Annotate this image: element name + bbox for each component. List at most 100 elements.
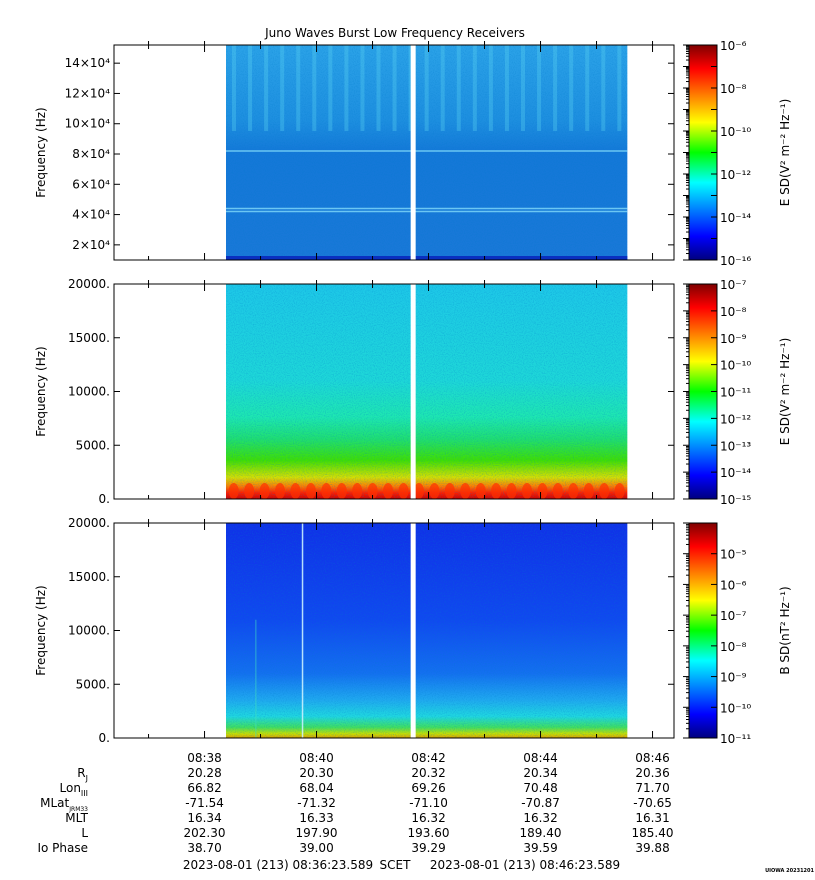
harmonic-blob — [614, 483, 625, 499]
spectrogram-panel-top: 2×10⁴ 4×10⁴ 6×10⁴ 8×10⁴ 10×10⁴ 12×10⁴ 14×10⁴ Fr… — [34, 41, 675, 261]
y-tick-label: 0. — [99, 731, 110, 745]
burst-stripe — [392, 45, 397, 131]
ephemeris-value: 66.82 — [187, 781, 221, 795]
ephemeris-row-label: LonIII — [60, 781, 89, 798]
harmonic-blob — [599, 483, 610, 499]
y-tick-label: 10000. — [68, 624, 110, 638]
ephemeris-value: 68.04 — [299, 781, 333, 795]
ephemeris-value: 39.88 — [635, 841, 669, 855]
burst-stripe — [504, 45, 509, 131]
harmonic-blob — [460, 483, 471, 499]
harmonic-blob — [522, 483, 532, 499]
y-tick-label: 10×10⁴ — [65, 117, 111, 131]
y-tick-label: 15000. — [68, 570, 110, 584]
ephemeris-value: 20.28 — [187, 766, 221, 780]
colorbar-tick-label: 10⁻⁷ — [720, 278, 747, 292]
ephemeris-table: RJ 20.28 20.30 20.32 20.34 20.36 LonIII 66.82 68… — [37, 766, 673, 855]
colorbar-bottom: 10⁻⁵ 10⁻⁶ 10⁻⁷ 10⁻⁸ 10⁻⁹ 10⁻¹⁰ 10⁻¹¹ B SD(nT² H… — [683, 522, 792, 746]
harmonic-blob — [383, 483, 394, 499]
y-tick-label: 8×10⁴ — [72, 147, 110, 161]
burst-stripe — [537, 45, 542, 131]
spectrogram-panels: 2×10⁴ 4×10⁴ 6×10⁴ 8×10⁴ 10×10⁴ 12×10⁴ 14×10⁴ Fr… — [34, 41, 675, 745]
harmonic-blob — [398, 483, 409, 499]
colorbar-tick-label: 10⁻⁷ — [720, 609, 747, 623]
harmonic-blob — [568, 483, 579, 499]
spectrogram-noise-top — [226, 45, 628, 260]
colorbar-title: E SD(V² m⁻² Hz⁻¹) — [778, 338, 792, 446]
ephemeris-value: 39.59 — [523, 841, 557, 855]
ephemeris-row-label: L — [81, 826, 88, 840]
harmonic-blob — [352, 483, 363, 499]
y-axis-title: Frequency (Hz) — [34, 346, 48, 437]
ephemeris-value: 202.30 — [184, 826, 226, 840]
data-gap — [410, 284, 416, 499]
harmonic-blob — [321, 483, 332, 499]
x-tick-label: 08:42 — [411, 751, 446, 765]
burst-stripe — [521, 45, 525, 131]
ephemeris-value: 16.31 — [635, 811, 669, 825]
harmonic-blob — [228, 483, 239, 499]
ephemeris-value: 16.32 — [523, 811, 557, 825]
panel-frame — [113, 44, 675, 261]
colorbar-tick-label: 10⁻⁸ — [720, 305, 747, 319]
harmonic-blob — [336, 483, 347, 499]
burst-stripe — [456, 45, 461, 131]
burst-stripe — [488, 45, 493, 131]
y-tick-label: 6×10⁴ — [72, 177, 110, 191]
colorbar-tick-label: 10⁻⁹ — [720, 671, 747, 685]
y-tick-label: 4×10⁴ — [72, 208, 110, 222]
colorbar-tick-label: 10⁻⁹ — [720, 332, 747, 346]
burst-stripe — [296, 45, 301, 131]
colorbar-tick-label: 10⁻¹⁶ — [720, 254, 751, 268]
ephemeris-value: 193.60 — [408, 826, 450, 840]
low-frequency-band — [226, 256, 628, 260]
ephemeris-row-label: Io Phase — [37, 841, 88, 855]
harmonic-blob — [305, 483, 316, 499]
colorbar-tick-label: 10⁻⁸ — [720, 640, 747, 654]
colorbar-tick-label: 10⁻¹¹ — [720, 732, 751, 746]
burst-stripe — [424, 45, 429, 131]
y-tick-label: 20000. — [68, 516, 110, 530]
ephemeris-value: 16.33 — [299, 811, 333, 825]
harmonic-blob — [491, 483, 502, 499]
harmonic-blob — [290, 483, 301, 499]
colorbar-tick-label: 10⁻¹⁴ — [720, 466, 751, 480]
burst-stripe — [232, 45, 236, 131]
ephemeris-row-label: MLT — [65, 811, 88, 825]
ephemeris-value: -71.54 — [185, 796, 224, 810]
ephemeris-value: 69.26 — [411, 781, 445, 795]
harmonic-blob — [444, 483, 455, 499]
x-tick-label: 08:46 — [635, 751, 670, 765]
colorbars: 10⁻⁶ 10⁻⁸ 10⁻¹⁰ 10⁻¹² 10⁻¹⁴ 10⁻¹⁶ E SD(V² m⁻² … — [683, 39, 792, 746]
colorbar-tick-label: 10⁻¹⁰ — [720, 359, 751, 373]
ephemeris-row-label: MLatJRM33 — [40, 796, 88, 813]
colorbar-middle: 10⁻⁷ 10⁻⁸ 10⁻⁹ 10⁻¹⁰ 10⁻¹¹ 10⁻¹² 10⁻¹³ 10⁻¹⁴ 10⁻… — [683, 278, 792, 507]
colorbar-gradient — [688, 522, 718, 739]
ephemeris-value: 20.36 — [635, 766, 669, 780]
x-tick-label: 08:44 — [523, 751, 558, 765]
colorbar-tick-label: 10⁻⁸ — [720, 82, 747, 96]
credit-label: UIOWA 20231201 — [765, 868, 814, 874]
ephemeris-value: 197.90 — [296, 826, 338, 840]
colorbar-tick-label: 10⁻¹³ — [720, 439, 751, 453]
harmonic-blob — [244, 483, 255, 499]
harmonic-blob — [275, 483, 286, 499]
burst-stripe — [440, 45, 445, 131]
colorbar-tick-label: 10⁻⁶ — [720, 578, 747, 592]
ephemeris-value: -70.65 — [633, 796, 672, 810]
data-gap — [410, 45, 416, 260]
burst-stripe — [360, 45, 365, 131]
burst-stripe — [408, 45, 413, 131]
time-range-end: 2023-08-01 (213) 08:46:23.589 — [430, 858, 620, 872]
harmonic-blob — [583, 483, 594, 499]
time-range-footer: 2023-08-01 (213) 08:36:23.589 SCET 2023-… — [183, 858, 620, 872]
ephemeris-value: 71.70 — [635, 781, 669, 795]
burst-stripe — [344, 45, 349, 131]
harmonic-blob — [259, 483, 270, 499]
ephemeris-value: 20.30 — [299, 766, 333, 780]
y-tick-label: 0. — [99, 492, 110, 506]
ephemeris-value: -71.10 — [409, 796, 448, 810]
y-tick-label: 5000. — [76, 438, 110, 452]
harmonic-blob — [552, 483, 563, 499]
